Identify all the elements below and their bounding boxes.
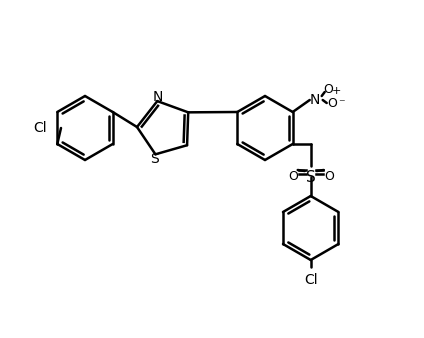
Text: O: O <box>324 170 334 183</box>
Text: N: N <box>153 90 164 104</box>
Text: N: N <box>310 93 320 107</box>
Text: +: + <box>332 86 341 96</box>
Text: O: O <box>327 97 337 111</box>
Text: S: S <box>306 170 315 185</box>
Text: O: O <box>323 83 333 97</box>
Text: O: O <box>288 170 298 183</box>
Text: Cl: Cl <box>304 273 318 287</box>
Text: ⁻: ⁻ <box>338 97 345 111</box>
Text: S: S <box>150 152 159 166</box>
Text: Cl: Cl <box>33 121 47 135</box>
